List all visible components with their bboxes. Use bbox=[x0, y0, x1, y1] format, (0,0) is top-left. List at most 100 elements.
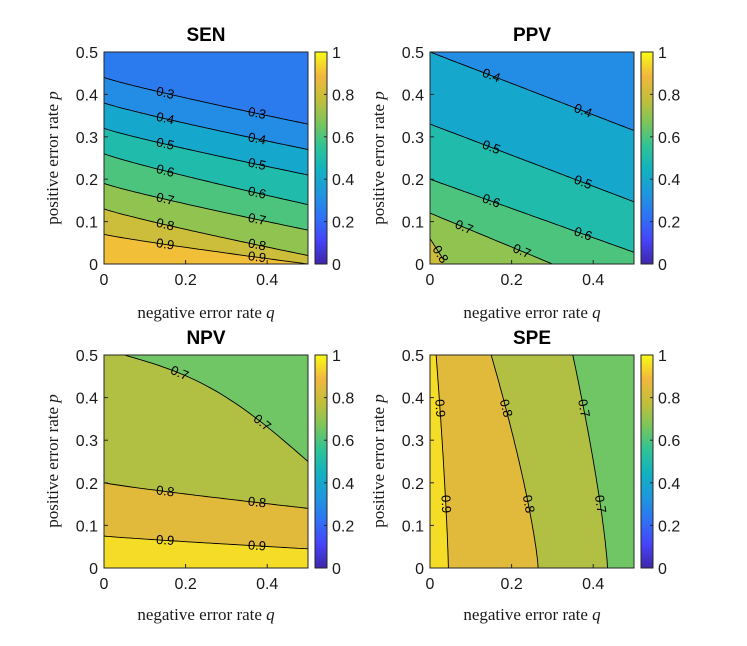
colorbar-tick-label: 0.4 bbox=[658, 172, 680, 189]
plot-area: 0.90.90.80.80.70.70.60.60.50.50.40.40.30… bbox=[103, 52, 309, 265]
y-tick-label: 0 bbox=[415, 561, 424, 578]
contour-label: 0.9 bbox=[247, 248, 267, 265]
y-tick-label: 0.1 bbox=[76, 518, 98, 535]
plot-frame bbox=[103, 51, 309, 265]
y-tick-label: 0.5 bbox=[76, 348, 98, 365]
x-tick-label: 0.2 bbox=[500, 272, 522, 289]
y-tick-label: 0.3 bbox=[402, 433, 424, 450]
contour-label: 0.8 bbox=[155, 482, 175, 499]
x-tick-label: 0.4 bbox=[256, 272, 278, 289]
contour-label: 0.8 bbox=[520, 494, 538, 515]
contour-label: 0.7 bbox=[592, 494, 610, 514]
colorbar-tick-label: 0.2 bbox=[332, 518, 354, 535]
y-tick-label: 0 bbox=[415, 257, 424, 274]
y-tick-label: 0 bbox=[89, 257, 98, 274]
contour-line bbox=[429, 238, 444, 261]
contour-label: 0.7 bbox=[247, 210, 268, 228]
contour-line bbox=[429, 123, 635, 203]
contour-label: 0.8 bbox=[155, 215, 176, 234]
colorbar-tick-label: 1 bbox=[658, 348, 667, 365]
x-tick-label: 0 bbox=[426, 576, 435, 593]
panel-ppv: PPV 0.80.70.70.60.60.50.50.40.4 0 0.2 0.40… bbox=[369, 25, 680, 322]
colorbar-tick-label: 1 bbox=[332, 45, 341, 62]
contour-line bbox=[103, 127, 309, 176]
colorbar-tick-label: 0 bbox=[658, 561, 667, 578]
x-axis-label: negative error rate q bbox=[463, 303, 601, 322]
plot-frame bbox=[103, 354, 309, 569]
y-tick-label: 0.4 bbox=[76, 87, 98, 104]
colorbar-tick-label: 0.6 bbox=[332, 130, 354, 147]
panel-title: PPV bbox=[513, 25, 551, 46]
axis-ticks: 0 0.2 0.4 0 0.1 0.2 0.3 0.4 0.5 bbox=[76, 348, 279, 593]
colorbar-tick-label: 0.6 bbox=[332, 433, 354, 450]
contour-band bbox=[430, 238, 444, 264]
panel-title: SPE bbox=[513, 328, 551, 349]
contour-label: 0.5 bbox=[247, 155, 268, 173]
axis-ticks: 0 0.2 0.4 0 0.1 0.2 0.3 0.4 0.5 bbox=[402, 348, 605, 593]
y-tick-label: 0.4 bbox=[402, 391, 424, 408]
contour-label: 0.7 bbox=[453, 216, 475, 237]
contour-label: 0.8 bbox=[247, 494, 267, 511]
contour-band bbox=[104, 536, 308, 568]
colorbar-ticks: 0 0.2 0.4 0.6 0.8 1 bbox=[650, 348, 680, 578]
x-axis-label: negative error rate q bbox=[137, 303, 275, 322]
contour-label: 0.6 bbox=[572, 223, 594, 243]
plot-area: 0.9 0.9 0.8 0.8 0.7 0.7 bbox=[430, 354, 634, 569]
x-axis-label: negative error rate q bbox=[137, 605, 275, 624]
x-tick-label: 0.2 bbox=[500, 576, 522, 593]
contour-label: 0.9 bbox=[248, 537, 267, 553]
contour-label: 0.7 bbox=[168, 362, 190, 383]
plot-frame bbox=[429, 354, 635, 569]
x-tick-label: 0.4 bbox=[582, 576, 604, 593]
contour-label: 0.5 bbox=[572, 172, 594, 192]
contour-line bbox=[103, 208, 309, 256]
contour-label: 0.6 bbox=[480, 191, 502, 211]
contour-label: 0.3 bbox=[155, 83, 176, 102]
contour-line bbox=[103, 153, 309, 206]
contour-band bbox=[104, 234, 308, 264]
contour-line bbox=[435, 354, 449, 569]
y-tick-label: 0.1 bbox=[402, 518, 424, 535]
y-tick-label: 0.2 bbox=[76, 172, 98, 189]
contour-label: 0.9 bbox=[156, 532, 175, 548]
y-tick-label: 0.2 bbox=[76, 476, 98, 493]
contour-label: 0.9 bbox=[432, 399, 448, 418]
y-tick-label: 0.4 bbox=[76, 391, 98, 408]
contour-line bbox=[490, 354, 539, 569]
colorbar-tick-label: 0.2 bbox=[658, 215, 680, 232]
contour-line bbox=[429, 212, 553, 265]
contour-line bbox=[103, 76, 309, 125]
colorbar bbox=[314, 51, 328, 265]
panel-spe: SPE 0.9 0.9 0.8 0.8 0.7 0.7 0 0.2 0.4 0 0.1 0.2 0.3… bbox=[369, 328, 680, 624]
contour-label: 0.4 bbox=[155, 109, 176, 128]
colorbar-tick-label: 0.4 bbox=[658, 476, 680, 493]
colorbar bbox=[640, 354, 654, 569]
contour-label: 0.6 bbox=[155, 161, 176, 180]
y-axis-label: positive error rate p bbox=[43, 394, 62, 528]
contour-label: 0.7 bbox=[511, 240, 533, 261]
colorbar-ticks: 0 0.2 0.4 0.6 0.8 1 bbox=[324, 45, 354, 274]
contour-line bbox=[429, 51, 635, 131]
contour-line bbox=[103, 102, 309, 150]
y-axis-label: positive error rate p bbox=[369, 394, 388, 528]
y-tick-label: 0.4 bbox=[402, 87, 424, 104]
contour-label: 0.8 bbox=[497, 398, 516, 419]
colorbar-tick-label: 0 bbox=[332, 561, 341, 578]
plot-frame bbox=[429, 51, 635, 265]
contour-label: 0.9 bbox=[438, 495, 454, 514]
contour-line bbox=[103, 482, 309, 509]
contour-line bbox=[429, 178, 635, 253]
contour-label: 0.8 bbox=[247, 235, 268, 253]
contour-label: 0.9 bbox=[155, 235, 175, 252]
y-tick-label: 0.5 bbox=[402, 45, 424, 62]
panel-title: NPV bbox=[186, 328, 225, 349]
colorbar-tick-label: 0 bbox=[658, 257, 667, 274]
contour-line bbox=[103, 182, 309, 231]
colorbar-tick-label: 0 bbox=[332, 257, 341, 274]
contour-label: 0.5 bbox=[480, 137, 502, 157]
contour-label: 0.4 bbox=[247, 129, 268, 147]
colorbar-tick-label: 0.6 bbox=[658, 130, 680, 147]
colorbar-tick-label: 0.8 bbox=[658, 87, 680, 104]
colorbar-tick-label: 0.2 bbox=[332, 215, 354, 232]
